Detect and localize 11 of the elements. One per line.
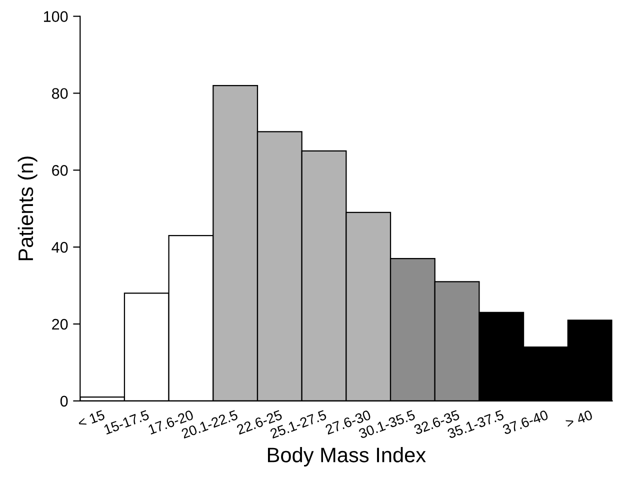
- x-tick-label: < 15: [77, 410, 106, 428]
- y-tick-label: 100: [44, 11, 68, 22]
- y-axis-title: Patients (n): [18, 156, 38, 260]
- x-axis-title: Body Mass Index: [268, 447, 426, 466]
- y-tick-label: 0: [60, 396, 68, 407]
- y-tick-label: 20: [52, 318, 68, 330]
- x-tick-label: > 40: [565, 410, 594, 428]
- x-tick-label: 37.6-40: [502, 410, 549, 435]
- y-tick-label: 80: [52, 88, 68, 99]
- y-tick-label: 40: [52, 242, 68, 253]
- y-tick-label: 60: [52, 165, 68, 176]
